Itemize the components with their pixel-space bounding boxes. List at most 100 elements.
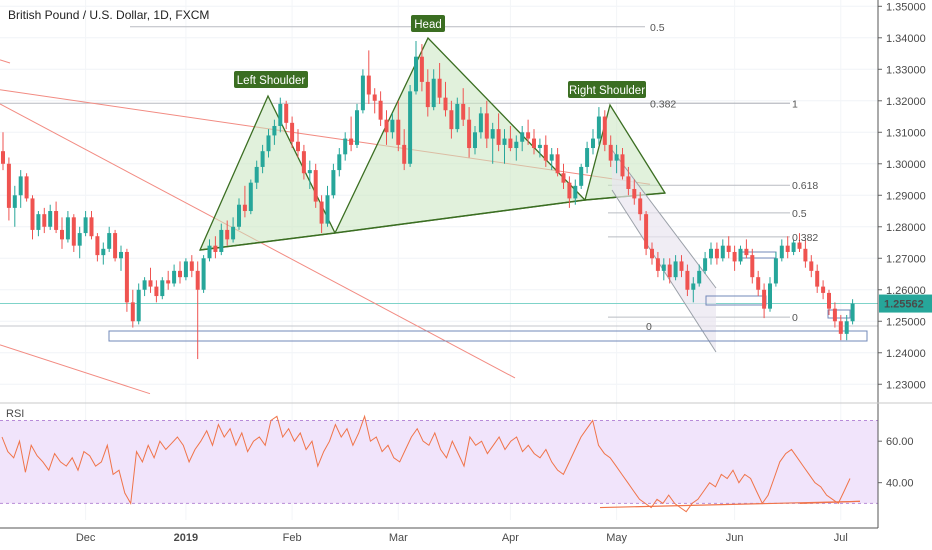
- rsi-tick-label: 60.00: [886, 436, 914, 448]
- candle-body: [36, 214, 41, 230]
- price-tick-label: 1.35000: [886, 1, 926, 13]
- candle-body: [337, 154, 342, 171]
- candle-body: [720, 245, 725, 259]
- time-tick-label: 2019: [174, 532, 198, 544]
- trend-line: [0, 59, 11, 64]
- candle-body: [183, 261, 188, 278]
- price-tick-label: 1.26000: [886, 285, 926, 297]
- candle-body: [437, 78, 442, 98]
- candle-body: [213, 245, 218, 252]
- fib-level-label: 0.5: [650, 22, 665, 34]
- candle-body: [785, 245, 790, 252]
- candle-body: [372, 94, 377, 101]
- candle-body: [237, 204, 241, 227]
- candle-body: [1, 151, 5, 164]
- candle-body: [12, 195, 17, 208]
- drawings-back: [0, 26, 878, 395]
- channel-line: [611, 149, 717, 289]
- candle-body: [791, 242, 796, 252]
- candle-body: [178, 270, 182, 278]
- candle-body: [685, 270, 690, 290]
- fib-level-label: 0.618: [792, 180, 818, 192]
- candle-body: [567, 182, 572, 199]
- candle-body: [148, 280, 153, 287]
- candle-body: [130, 302, 135, 322]
- rsi-label: RSI: [6, 408, 24, 420]
- candle-body: [355, 110, 359, 145]
- candle-body: [709, 248, 713, 259]
- time-tick-label: Mar: [389, 532, 408, 544]
- candle-body: [543, 144, 548, 161]
- candle-body: [496, 129, 501, 145]
- candle-body: [278, 103, 283, 126]
- pattern-label: Head: [414, 19, 442, 31]
- candle-body: [396, 119, 401, 145]
- candle-body: [195, 270, 200, 290]
- candle-body: [467, 119, 472, 149]
- support-zone: [108, 330, 868, 342]
- candle-body: [532, 138, 536, 149]
- pattern-label-bg: [234, 71, 308, 88]
- candle-body: [290, 122, 295, 142]
- price-tick-label: 1.28000: [886, 222, 926, 234]
- time-tick-label: Jul: [834, 532, 848, 544]
- candle-body: [414, 56, 418, 92]
- candle-body: [520, 132, 525, 142]
- candle-body: [225, 229, 230, 240]
- candle-body: [561, 173, 566, 183]
- candle-body: [349, 138, 354, 145]
- channel-fill: [612, 150, 716, 352]
- time-tick-label: Apr: [502, 532, 519, 544]
- candle-body: [384, 119, 389, 133]
- candle-body: [425, 81, 430, 108]
- candle-body: [579, 166, 584, 186]
- rsi-tick-label: 40.00: [886, 478, 914, 490]
- candle-body: [248, 182, 253, 212]
- time-tick-label: Feb: [283, 532, 302, 544]
- time-tick-label: Jun: [726, 532, 744, 544]
- candle-body: [614, 154, 619, 161]
- candle-body: [661, 264, 666, 271]
- drawings-front: 0.5 0.382 1 0.618 0.5 0.382 0 0 Left Shoulder Hea…: [234, 15, 818, 333]
- candle-body: [585, 148, 590, 167]
- candles: [1, 40, 855, 360]
- candle-body: [242, 204, 247, 212]
- candle-body: [620, 154, 625, 177]
- price-tick-label: 1.29000: [886, 190, 926, 202]
- candle-body: [378, 100, 383, 120]
- candle-body: [602, 116, 607, 145]
- candle-body: [107, 233, 112, 249]
- candle-body: [773, 258, 778, 284]
- candle-body: [738, 248, 743, 262]
- candle-body: [48, 211, 53, 227]
- candle-body: [18, 176, 23, 196]
- price-tick-label: 1.34000: [886, 33, 926, 45]
- candle-body: [119, 251, 123, 259]
- candle-body: [360, 75, 365, 111]
- candle-body: [650, 248, 654, 259]
- rsi-band: [0, 420, 878, 504]
- candle-body: [832, 308, 837, 322]
- price-tick-label: 1.23000: [886, 379, 926, 391]
- candle-body: [756, 277, 761, 290]
- candle-body: [697, 270, 702, 284]
- candle-body: [284, 103, 289, 123]
- candle-body: [838, 321, 843, 334]
- candle-body: [65, 217, 70, 240]
- candle-body: [844, 321, 849, 334]
- candle-body: [768, 283, 772, 309]
- candle-body: [313, 170, 318, 202]
- price-tick-label: 1.27000: [886, 253, 926, 265]
- candle-body: [478, 113, 483, 133]
- candle-body: [325, 195, 330, 224]
- candle-body: [402, 144, 407, 164]
- candle-body: [201, 258, 206, 290]
- pattern-label-bg: [568, 81, 646, 98]
- candle-body: [54, 211, 59, 230]
- fib-level-label: 0.5: [792, 208, 807, 220]
- candle-body: [638, 198, 643, 215]
- candle-body: [850, 303, 855, 322]
- price-tick-label: 1.25000: [886, 316, 926, 328]
